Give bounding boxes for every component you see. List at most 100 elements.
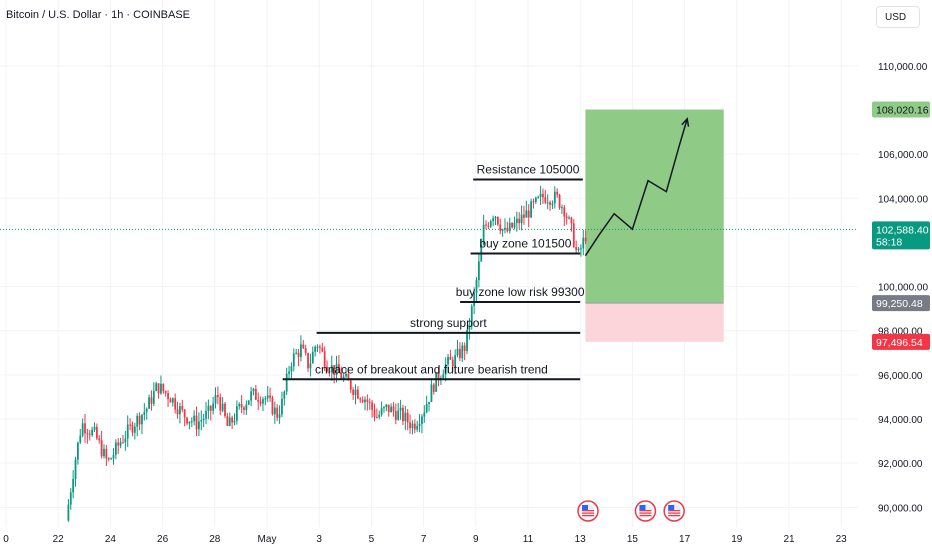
candle-body [157, 383, 160, 394]
candle-body [359, 398, 362, 400]
candle-body [356, 389, 359, 399]
candle-body [432, 384, 435, 392]
candle-body [518, 218, 521, 224]
candle-body [81, 423, 84, 436]
candle-body [292, 353, 295, 367]
candle-body [262, 399, 264, 404]
candle-body [364, 399, 366, 403]
candle-body [98, 438, 101, 441]
candle-body [428, 402, 430, 404]
candle-body [124, 438, 127, 443]
candle-body [390, 406, 392, 413]
candle-body [79, 435, 82, 443]
candle-body [169, 399, 172, 403]
candle-body [171, 398, 174, 403]
candle-body [84, 423, 86, 434]
candle-body [504, 227, 506, 230]
candle-body [311, 351, 314, 364]
price-label-stop [872, 333, 930, 350]
candle-body [416, 426, 419, 430]
us-flag-event-icon[interactable] [577, 500, 599, 522]
candle-body [520, 214, 523, 224]
us-flag-event-icon[interactable] [634, 500, 657, 522]
candle-body [489, 221, 492, 227]
candle-body [570, 217, 573, 224]
candle-body [406, 412, 409, 423]
candle-body [354, 389, 357, 395]
candle-body [283, 391, 286, 399]
candle-body [413, 423, 416, 430]
candle-body [575, 246, 578, 251]
candle-body [345, 373, 347, 377]
candle-body [167, 393, 169, 400]
candle-body [411, 423, 414, 429]
candle-body [380, 408, 383, 415]
candle-body [544, 197, 547, 203]
candle-body [309, 363, 312, 369]
candle-body [285, 373, 288, 392]
candle-body [100, 440, 103, 457]
candle-body [136, 415, 139, 427]
candle-body [466, 329, 468, 351]
candle-body [216, 395, 219, 398]
candle-body [250, 391, 253, 401]
candle-body [444, 364, 447, 375]
candle-body [473, 292, 476, 307]
currency-button[interactable]: USD [876, 6, 920, 28]
candle-body [383, 407, 385, 409]
x-tick-label: 17 [679, 534, 691, 545]
candle-body [537, 196, 540, 198]
countdown-text: 58:18 [876, 236, 902, 248]
candle-body [568, 217, 570, 219]
candle-body [174, 398, 177, 410]
annotation-label: Resistance 105000 [477, 163, 580, 177]
candle-body [361, 399, 364, 403]
candle-body [501, 229, 504, 231]
candle-body [179, 406, 181, 415]
x-tick-label: 28 [209, 534, 221, 545]
position-zones [0, 109, 858, 342]
x-tick-label: 24 [105, 534, 117, 545]
candle-body [233, 420, 236, 423]
candle-body [302, 344, 305, 349]
candle-body [454, 355, 457, 367]
candle-body [228, 417, 231, 426]
candle-body [337, 364, 340, 373]
candle-body [214, 395, 217, 404]
candle-body [506, 227, 509, 232]
candle-body [110, 458, 113, 460]
candle-body [67, 504, 70, 521]
candle-body [328, 371, 331, 373]
candle-body [485, 224, 487, 226]
us-flag-event-icon[interactable] [663, 500, 685, 522]
candle-body [219, 397, 222, 411]
candle-body [468, 326, 471, 330]
candle-body [447, 356, 449, 365]
price-label-text: 99,250.48 [876, 298, 923, 310]
y-tick-label: 98,000.00 [878, 327, 923, 338]
candle-body [418, 423, 421, 427]
candle-body [556, 191, 559, 195]
candle-body [190, 421, 193, 423]
candle-body [86, 433, 89, 435]
candle-body [114, 442, 117, 455]
candle-body [117, 442, 120, 446]
candle-body [461, 345, 464, 359]
candle-body [335, 364, 338, 376]
candle-body [316, 346, 319, 348]
candle-body [122, 442, 124, 444]
candle-body [561, 207, 563, 209]
candle-body [584, 237, 587, 242]
candle-body [470, 306, 473, 327]
candle-body [475, 280, 478, 293]
annotation-label: buy zone low risk 99300 [456, 285, 585, 299]
candle-body [442, 374, 445, 378]
candle-body [150, 397, 153, 404]
candle-body [276, 407, 279, 418]
candle-body [352, 389, 355, 395]
candle-body [421, 416, 423, 424]
price-label-text: 108,020.16 [876, 105, 929, 117]
candle-body [330, 365, 333, 373]
candle-body [323, 351, 326, 367]
